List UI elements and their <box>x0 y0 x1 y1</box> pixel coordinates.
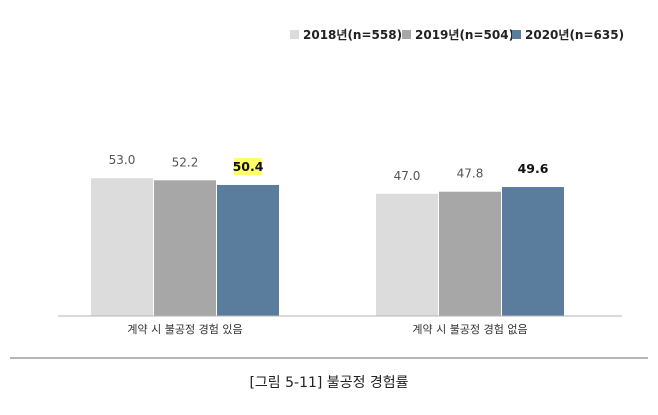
bar-2-3 <box>502 187 564 316</box>
legend-swatch-3 <box>512 30 521 39</box>
bars <box>91 178 564 316</box>
value-label-highlight <box>234 157 262 175</box>
value-label-1-3: 50.4 <box>233 159 264 174</box>
bar-1-2 <box>154 180 216 316</box>
value-labels: 53.0 52.2 50.4 47.0 47.8 49.6 <box>109 153 549 183</box>
legend-label-2: 2019년(n=504) <box>415 28 514 42</box>
value-label-2-3: 49.6 <box>518 161 549 176</box>
category-labels: 계약 시 불공정 경험 있음 계약 시 불공정 경험 없음 <box>127 322 527 336</box>
category-label-2: 계약 시 불공정 경험 없음 <box>412 322 527 336</box>
bar-2-1 <box>376 193 438 316</box>
value-label-2-2: 47.8 <box>457 167 484 181</box>
bar-2-2 <box>439 191 501 316</box>
legend-swatch-1 <box>290 30 299 39</box>
category-label-1: 계약 시 불공정 경험 있음 <box>127 322 242 336</box>
legend: 2018년(n=558) 2019년(n=504) 2020년(n=635) <box>290 28 624 42</box>
value-label-2-1: 47.0 <box>394 169 421 183</box>
bar-1-1 <box>91 178 153 316</box>
legend-label-3: 2020년(n=635) <box>525 28 624 42</box>
legend-label-1: 2018년(n=558) <box>303 28 402 42</box>
value-label-1-2: 52.2 <box>172 155 199 169</box>
figure-caption: [그림 5-11] 불공정 경험률 <box>249 375 409 391</box>
bar-1-3 <box>217 184 279 316</box>
legend-swatch-2 <box>402 30 411 39</box>
value-label-1-1: 53.0 <box>109 153 136 167</box>
